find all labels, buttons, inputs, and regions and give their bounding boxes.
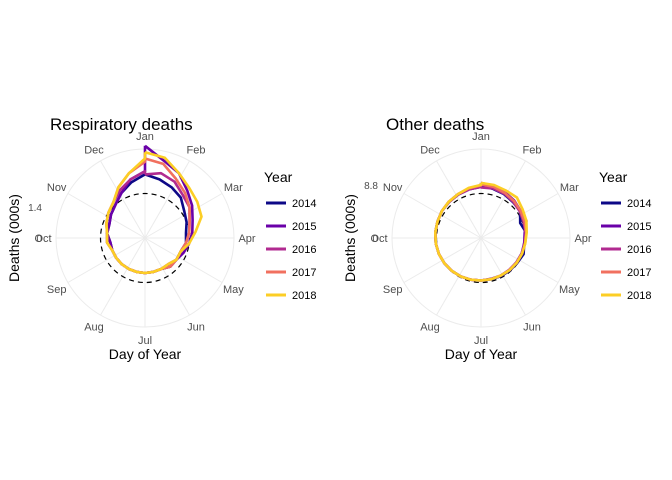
legend-label: 2017 — [627, 267, 651, 279]
month-label: Jun — [187, 321, 205, 333]
series-line-2018 — [105, 150, 203, 275]
y-tick-label: 0 — [36, 234, 42, 245]
polar-grid — [55, 148, 235, 328]
y-tick-label: 8.8 — [364, 181, 378, 192]
month-label: Mar — [560, 182, 579, 194]
other-panel: Other deaths Day of Year Deaths (000s) J… — [342, 115, 651, 362]
month-label: Feb — [523, 145, 542, 157]
month-label: Dec — [420, 145, 440, 157]
month-label: Jul — [474, 335, 488, 347]
month-label: Apr — [574, 233, 591, 245]
grid-spoke — [67, 237, 146, 283]
y-tick-label: 0 — [372, 234, 378, 245]
grid-spoke — [436, 160, 482, 239]
month-label: Sep — [383, 284, 403, 296]
respiratory-panel: Respiratory deaths Day of Year Deaths (0… — [6, 115, 316, 362]
grid-spoke — [144, 160, 190, 239]
series-lines — [433, 181, 529, 282]
legend: Year 2014 2015 2016 2017 2018 — [599, 169, 651, 302]
legend-label: 2017 — [292, 267, 316, 279]
legend: Year 2014 2015 2016 2017 2018 — [264, 169, 316, 302]
month-label: May — [559, 284, 580, 296]
month-label: Aug — [84, 321, 104, 333]
month-label: Jun — [523, 321, 541, 333]
legend-title: Year — [264, 169, 293, 185]
month-label: May — [223, 284, 244, 296]
y-axis-title: Deaths (000s) — [342, 194, 358, 282]
y-tick-label: 1.4 — [28, 203, 42, 214]
polar-grid — [391, 148, 571, 328]
month-labels: Jan Feb Mar Apr May Jun Jul Aug Sep Oct Nov Dec — [370, 131, 591, 347]
y-axis-title: Deaths (000s) — [6, 194, 22, 282]
legend-label: 2016 — [627, 244, 651, 256]
grid-spoke — [100, 160, 146, 239]
grid-spoke — [480, 160, 526, 239]
y-tick-labels: 0 8.8 — [364, 181, 378, 245]
month-label: Oct — [370, 233, 387, 245]
month-label: Nov — [383, 182, 403, 194]
month-label: Sep — [47, 284, 67, 296]
month-label: Dec — [84, 145, 104, 157]
legend-label: 2018 — [627, 290, 651, 302]
grid-spoke — [144, 237, 223, 283]
legend-label: 2014 — [292, 198, 316, 210]
month-label: Feb — [187, 145, 206, 157]
legend-label: 2015 — [292, 221, 316, 233]
x-axis-title: Day of Year — [445, 346, 518, 362]
y-tick-labels: 0 1.4 — [28, 203, 42, 245]
month-label: Jan — [136, 131, 154, 143]
month-label: Nov — [47, 182, 67, 194]
month-label: Jul — [138, 335, 152, 347]
chart-title: Other deaths — [386, 115, 484, 134]
month-labels: Jan Feb Mar Apr May Jun Jul Aug Sep Oct Nov Dec — [34, 131, 255, 347]
month-label: Apr — [238, 233, 255, 245]
month-label: Mar — [224, 182, 243, 194]
month-label: Jan — [472, 131, 490, 143]
series-lines — [105, 144, 203, 275]
legend-title: Year — [599, 169, 628, 185]
legend-label: 2016 — [292, 244, 316, 256]
legend-label: 2018 — [292, 290, 316, 302]
x-axis-title: Day of Year — [109, 346, 182, 362]
month-label: Aug — [420, 321, 440, 333]
legend-label: 2014 — [627, 198, 651, 210]
legend-label: 2015 — [627, 221, 651, 233]
chart-title: Respiratory deaths — [50, 115, 193, 134]
month-label: Oct — [34, 233, 51, 245]
series-line-2018 — [433, 181, 529, 282]
